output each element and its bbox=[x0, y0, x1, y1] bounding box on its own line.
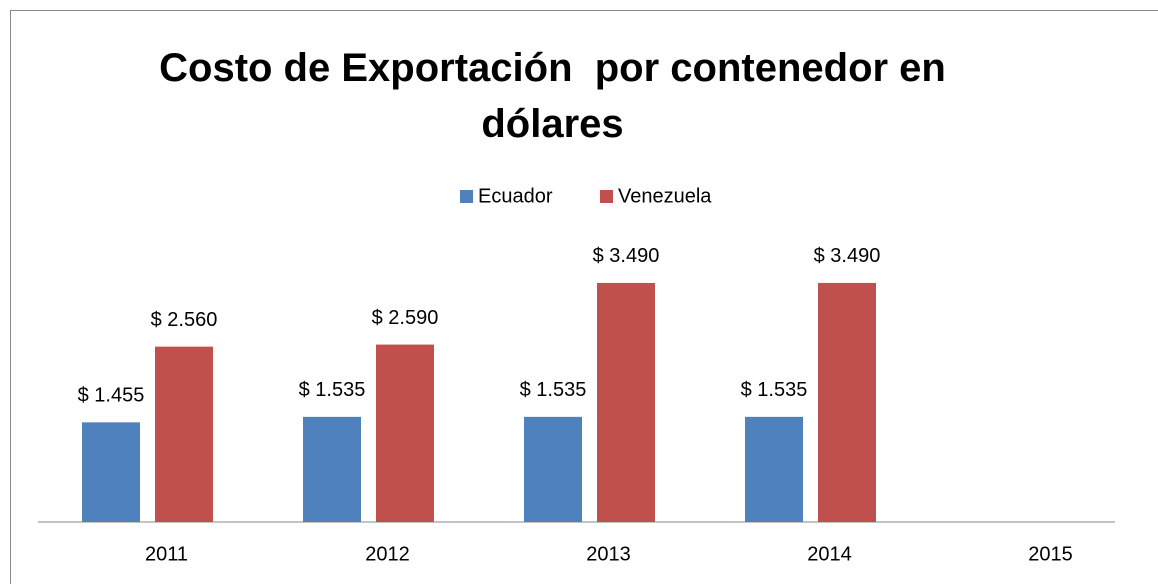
bar bbox=[155, 346, 213, 522]
chart-title: Costo de Exportación por contenedor en d… bbox=[159, 46, 957, 146]
x-tick-label: 2015 bbox=[1028, 543, 1073, 565]
bar bbox=[82, 422, 140, 522]
x-tick-label: 2013 bbox=[586, 543, 631, 565]
x-tick-label: 2011 bbox=[145, 543, 188, 565]
data-label: $ 3.490 bbox=[593, 245, 660, 267]
x-tick-label: 2014 bbox=[807, 543, 852, 565]
legend-label: Venezuela bbox=[618, 185, 712, 207]
data-label: $ 1.455 bbox=[78, 385, 145, 407]
bar bbox=[376, 344, 434, 522]
bar bbox=[597, 282, 655, 522]
data-label: $ 3.490 bbox=[814, 245, 881, 267]
x-tick-label: 2012 bbox=[365, 543, 410, 565]
legend-swatch bbox=[600, 190, 613, 203]
bar bbox=[524, 416, 582, 522]
legend-label: Ecuador bbox=[478, 185, 553, 207]
data-label: $ 1.535 bbox=[520, 379, 587, 401]
bar bbox=[303, 416, 361, 522]
data-label: $ 1.535 bbox=[299, 379, 366, 401]
bar bbox=[818, 282, 876, 522]
bar bbox=[745, 416, 803, 522]
legend-swatch bbox=[460, 190, 473, 203]
data-label: $ 2.560 bbox=[151, 309, 218, 331]
chart-border bbox=[10, 10, 1158, 584]
data-label: $ 1.535 bbox=[741, 379, 808, 401]
data-label: $ 2.590 bbox=[372, 307, 439, 329]
